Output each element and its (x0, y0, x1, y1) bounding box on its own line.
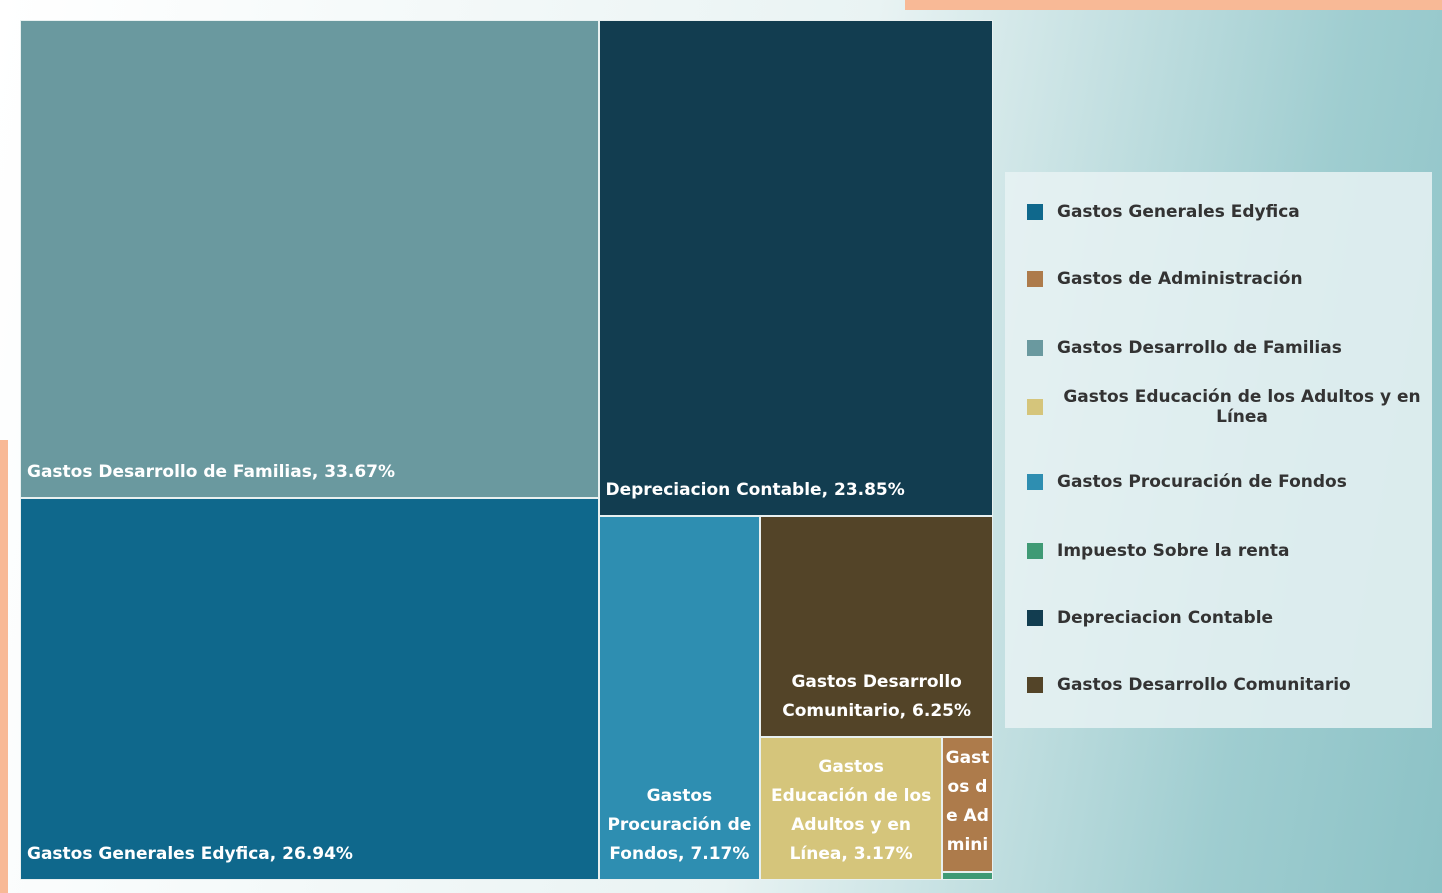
treemap-cell: Gastos Desarrollo de Familias, 33.67% (20, 20, 599, 498)
label-sep: , (899, 700, 913, 721)
accent (905, 0, 1442, 10)
label-name: Gastos Desarrollo Comunitario (782, 671, 962, 721)
legend-item: Depreciacion Contable (1027, 608, 1427, 628)
legend-item: Gastos de Administración (1027, 269, 1427, 289)
legend-swatch (1027, 271, 1043, 287)
legend-label: Gastos de Administración (1057, 269, 1303, 289)
label-value: 26.94% (282, 843, 353, 864)
legend-swatch (1027, 543, 1043, 559)
treemap-cell: Gastos Educación de los Adultos y en Lín… (760, 736, 942, 880)
label-value: 3.17% (853, 843, 913, 864)
legend: Gastos Generales Edyfica Gastos de Admini… (1005, 172, 1432, 728)
legend-swatch (1027, 399, 1043, 415)
data-label: Gastos Procuración de Fondos, 7.17% (606, 782, 754, 869)
label-value: 6.25% (912, 700, 972, 721)
data-label: Gastos de Administración (945, 744, 990, 859)
label-value: 33.67% (324, 461, 396, 482)
data-label: Gastos Educación de los Adultos y en Lín… (767, 753, 935, 869)
legend-swatch (1027, 474, 1043, 490)
legend-item: Gastos Educación de los Adultos y en Lín… (1027, 387, 1427, 427)
legend-swatch (1027, 677, 1043, 693)
treemap-cell (941, 871, 993, 880)
label-sep: , (841, 843, 854, 864)
treemap: Gastos Desarrollo de Familias, 33.67% Gas… (20, 20, 993, 880)
legend-label: Gastos Procuración de Fondos (1057, 472, 1347, 492)
label-sep: , (269, 843, 283, 864)
legend-label: Gastos Desarrollo de Familias (1057, 338, 1342, 358)
legend-item: Gastos Desarrollo de Familias (1027, 338, 1427, 358)
treemap-cell: Depreciacion Contable, 23.85% (598, 20, 993, 517)
legend-swatch (1027, 204, 1043, 220)
label-sep: , (311, 461, 325, 482)
legend-item: Gastos Generales Edyfica (1027, 202, 1427, 222)
label-name: Gastos Desarrollo de Familias (27, 461, 312, 482)
legend-label: Gastos Desarrollo Comunitario (1057, 675, 1351, 695)
label-sep: , (821, 480, 834, 501)
legend-item: Impuesto Sobre la renta (1027, 541, 1427, 561)
label-value: 7.17% (690, 843, 750, 864)
legend-label: Gastos Educación de los Adultos y en Lín… (1063, 387, 1421, 427)
data-label: Depreciacion Contable, 23.85% (606, 476, 986, 505)
data-label: Gastos Desarrollo de Familias, 33.67% (27, 458, 592, 487)
label-name: Gastos de Administración (945, 747, 990, 855)
legend-item: Gastos Desarrollo Comunitario (1027, 675, 1427, 695)
treemap-cell: Gastos Generales Edyfica, 26.94% (20, 497, 599, 880)
label-name: Depreciacion Contable (605, 480, 822, 501)
accent (0, 440, 8, 893)
label-name: Gastos Educación de los Adultos y en Lín… (771, 756, 932, 864)
legend-item: Gastos Procuración de Fondos (1027, 472, 1427, 492)
legend-label: Depreciacion Contable (1057, 608, 1274, 628)
legend-swatch (1027, 340, 1043, 356)
legend-label: Gastos Generales Edyfica (1057, 202, 1300, 222)
data-label: Gastos Desarrollo Comunitario, 6.25% (767, 668, 986, 726)
label-value: 23.85% (833, 480, 905, 501)
label-name: Gastos Generales Edyfica (27, 843, 270, 864)
legend-label: Impuesto Sobre la renta (1057, 541, 1290, 561)
legend-swatch (1027, 610, 1043, 626)
data-label: Gastos Generales Edyfica, 26.94% (27, 840, 592, 869)
treemap-cell: Gastos Desarrollo Comunitario, 6.25% (760, 516, 993, 737)
label-name: Gastos Procuración de Fondos (607, 785, 752, 864)
treemap-cell: Gastos Procuración de Fondos, 7.17% (598, 516, 761, 880)
treemap-cell: Gastos de Administración (941, 736, 993, 872)
label-sep: , (678, 843, 691, 864)
